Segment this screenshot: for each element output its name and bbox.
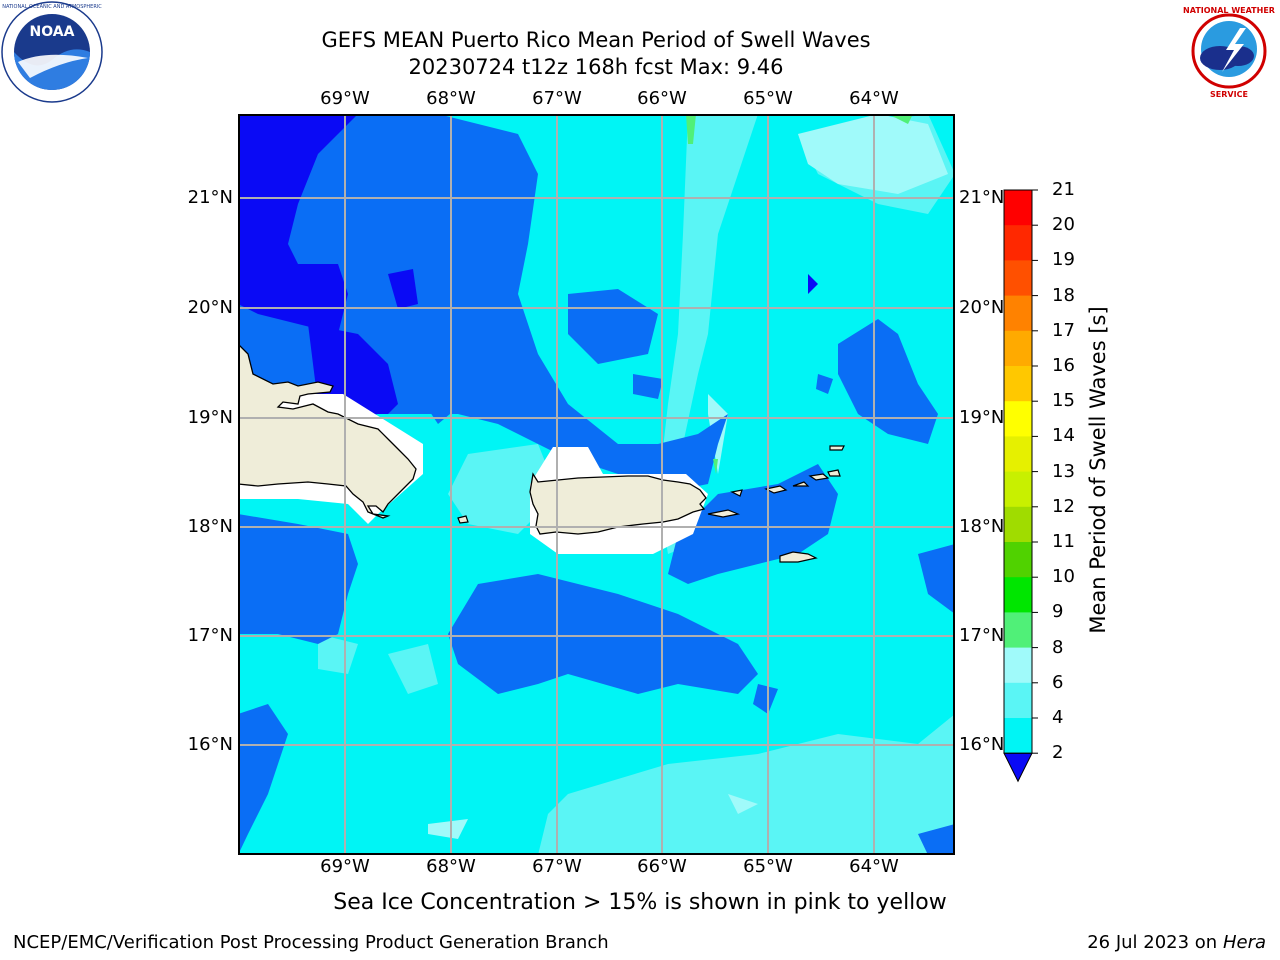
- colorbar-tick-label: 18: [1052, 284, 1075, 306]
- colorbar-tick-label: 10: [1052, 566, 1075, 588]
- mona-island: [457, 515, 469, 524]
- colorbar-tick-label: 15: [1052, 390, 1075, 412]
- noaa-logo: NOAA NATIONAL OCEANIC AND ATMOSPHERIC: [1, 1, 103, 103]
- svg-text:SERVICE: SERVICE: [1210, 90, 1248, 99]
- footer-host: Hera: [1222, 932, 1266, 953]
- lat-label-right-6: 16°N: [959, 734, 1005, 755]
- colorbar-label: Mean Period of Swell Waves [s]: [1086, 306, 1110, 634]
- hispaniola: [238, 343, 417, 519]
- lat-label-left-6: 16°N: [187, 734, 233, 755]
- sea-ice-note: Sea Ice Concentration > 15% is shown in …: [333, 890, 947, 915]
- svg-text:NATIONAL WEATHER: NATIONAL WEATHER: [1183, 6, 1275, 15]
- virgin-gorda: [827, 469, 841, 477]
- colorbar-tick-label: 20: [1052, 214, 1075, 236]
- map-panel: [238, 114, 955, 855]
- colorbar-segment: [1004, 682, 1032, 719]
- noaa-logo-text: NOAA: [30, 24, 75, 40]
- colorbar-segment: [1004, 225, 1032, 261]
- lon-label-bottom-4: 66°W: [637, 856, 687, 877]
- lon-label-top-4: 66°W: [637, 88, 687, 109]
- lat-label-left-1: 21°N: [187, 187, 233, 208]
- colorbar-tick-label: 4: [1052, 707, 1064, 728]
- lat-label-left-5: 17°N: [187, 625, 233, 646]
- tortola: [808, 473, 830, 481]
- colorbar-segment: [1004, 401, 1032, 437]
- colorbar-tick-label: 13: [1052, 460, 1075, 482]
- colorbar-tick-label: 17: [1052, 319, 1075, 341]
- colorbar-tick-label: 21: [1052, 179, 1075, 200]
- colorbar-tick-label: 19: [1052, 249, 1075, 271]
- colorbar-segment: [1004, 506, 1032, 543]
- lon-label-bottom-5: 65°W: [743, 856, 793, 877]
- chart-title: GEFS MEAN Puerto Rico Mean Period of Swe…: [321, 28, 871, 52]
- lon-label-bottom-3: 67°W: [532, 856, 582, 877]
- lat-label-left-2: 20°N: [187, 297, 233, 318]
- lat-label-right-3: 19°N: [959, 407, 1005, 428]
- colorbar-segment: [1004, 471, 1032, 508]
- lon-label-top-5: 65°W: [743, 88, 793, 109]
- lat-label-right-5: 17°N: [959, 625, 1005, 646]
- lat-label-right-2: 20°N: [959, 297, 1005, 318]
- colorbar-tick-label: 11: [1052, 531, 1075, 552]
- colorbar-segment: [1004, 647, 1032, 684]
- colorbar-tick-label: 9: [1052, 601, 1064, 623]
- colorbar-tick-label: 2: [1052, 742, 1064, 764]
- lon-label-bottom-1: 69°W: [320, 856, 370, 877]
- colorbar-segment: [1004, 330, 1032, 367]
- swell-9-10-specks: [686, 114, 913, 474]
- svg-text:NATIONAL OCEANIC AND ATMOSPHER: NATIONAL OCEANIC AND ATMOSPHERIC: [2, 4, 102, 10]
- culebra: [730, 489, 743, 497]
- lat-label-left-3: 19°N: [187, 407, 233, 428]
- colorbar-segment: [1004, 542, 1032, 578]
- map-gridlines: [238, 114, 955, 855]
- lat-label-left-4: 18°N: [187, 516, 233, 537]
- colorbar-segment: [1004, 366, 1032, 402]
- colorbar-tick-label: 6: [1052, 671, 1064, 693]
- colorbar-segment: [1004, 577, 1032, 613]
- colorbar-tick-label: 8: [1052, 636, 1064, 658]
- lon-label-top-3: 67°W: [532, 88, 582, 109]
- colorbar-segment: [1004, 260, 1032, 297]
- lon-label-top-6: 64°W: [849, 88, 899, 109]
- colorbar-tick-label: 12: [1052, 495, 1075, 517]
- st-thomas: [764, 485, 788, 494]
- st-john: [792, 481, 810, 487]
- lat-label-right-4: 18°N: [959, 516, 1005, 537]
- colorbar-segment: [1004, 190, 1032, 226]
- colorbar: [1003, 189, 1038, 783]
- lon-label-top-2: 68°W: [426, 88, 476, 109]
- colorbar-extend-min: [1003, 752, 1033, 783]
- chart-subtitle: 20230724 t12z 168h fcst Max: 9.46: [408, 55, 784, 79]
- nws-logo: NATIONAL WEATHER SERVICE: [1180, 2, 1278, 100]
- colorbar-segment: [1004, 718, 1032, 754]
- lon-label-bottom-6: 64°W: [849, 856, 899, 877]
- st-croix: [779, 551, 818, 563]
- anegada: [829, 445, 845, 451]
- colorbar-tick-label: 16: [1052, 355, 1075, 376]
- footer-date: 26 Jul 2023 on Hera: [1087, 932, 1266, 953]
- footer-branch: NCEP/EMC/Verification Post Processing Pr…: [13, 932, 609, 953]
- colorbar-segment: [1004, 295, 1032, 332]
- lat-label-right-1: 21°N: [959, 187, 1005, 208]
- vieques: [707, 509, 741, 518]
- lon-label-bottom-2: 68°W: [426, 856, 476, 877]
- footer-date-text: 26 Jul 2023 on: [1087, 932, 1223, 953]
- lon-label-top-1: 69°W: [320, 88, 370, 109]
- colorbar-segment: [1004, 436, 1032, 473]
- colorbar-segment: [1004, 612, 1032, 649]
- colorbar-tick-label: 14: [1052, 425, 1075, 447]
